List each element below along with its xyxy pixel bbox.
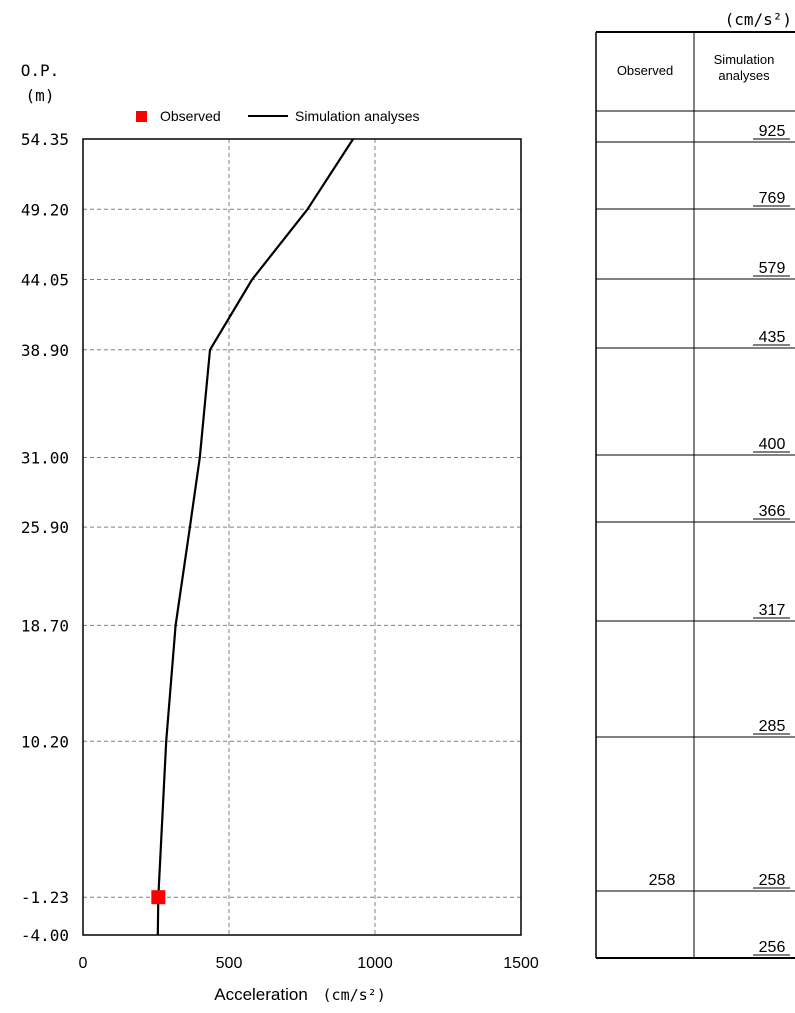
table-cell-simulation: 258 <box>759 872 786 889</box>
table-cell-observed: 258 <box>649 872 676 889</box>
grid <box>83 139 521 935</box>
y-tick-label: 18.70 <box>21 616 69 635</box>
x-axis-label: Acceleration <box>214 985 308 1004</box>
series <box>151 138 355 936</box>
x-tick-label: 1500 <box>503 955 539 972</box>
table-cell-simulation: 366 <box>759 503 786 520</box>
table-cell-simulation: 256 <box>759 939 786 956</box>
y-tick-label: 49.20 <box>21 200 69 219</box>
table-cell-simulation: 925 <box>759 123 786 140</box>
legend: Observed Simulation analyses <box>136 108 420 124</box>
series-line-simulation <box>156 138 355 936</box>
table-cell-simulation: 400 <box>759 436 786 453</box>
table-header-simulation-line1: Simulation <box>714 52 775 67</box>
table-cell-simulation: 769 <box>759 190 786 207</box>
legend-observed-marker <box>136 111 147 122</box>
value-table: (cm/s²) Observed Simulation analyses 925… <box>595 10 795 959</box>
table-cell-simulation: 317 <box>759 602 786 619</box>
y-tick-label: 44.05 <box>21 271 69 290</box>
y-tick-label: 54.35 <box>21 130 69 149</box>
table-rows: 925 769 579 435 400 366 317 285 258 258 256 <box>596 123 795 956</box>
plot-frame <box>82 138 522 936</box>
legend-simulation-label: Simulation analyses <box>295 108 420 124</box>
table-cell-simulation: 579 <box>759 260 786 277</box>
y-axis-title-line1: O.P. <box>21 61 60 80</box>
table-cell-simulation: 285 <box>759 718 786 735</box>
y-axis-title-line2: (m) <box>26 86 55 105</box>
y-tick-label: 38.90 <box>21 341 69 360</box>
x-axis-title: Acceleration (cm/s²) <box>214 985 386 1004</box>
table-cell-simulation: 435 <box>759 329 786 346</box>
y-tick-label: 10.20 <box>21 732 69 751</box>
table-header-simulation-line2: analyses <box>718 68 770 83</box>
y-tick-label: -1.23 <box>21 888 69 907</box>
table-header-observed: Observed <box>617 63 673 78</box>
y-tick-label: 25.90 <box>21 518 69 537</box>
x-tick-label: 0 <box>79 955 88 972</box>
x-tick-label: 1000 <box>357 955 393 972</box>
y-tick-label: 31.00 <box>21 449 69 468</box>
y-tick-labels: 54.35 49.20 44.05 38.90 31.00 25.90 18.70 10.20… <box>21 130 69 945</box>
x-tick-labels: 0 500 1000 1500 <box>79 955 539 972</box>
table-unit-label: (cm/s²) <box>725 10 792 29</box>
x-axis-unit: (cm/s²) <box>323 986 386 1004</box>
observed-point <box>151 890 166 905</box>
legend-observed-label: Observed <box>160 108 221 124</box>
y-tick-label: -4.00 <box>21 926 69 945</box>
x-tick-label: 500 <box>216 955 243 972</box>
